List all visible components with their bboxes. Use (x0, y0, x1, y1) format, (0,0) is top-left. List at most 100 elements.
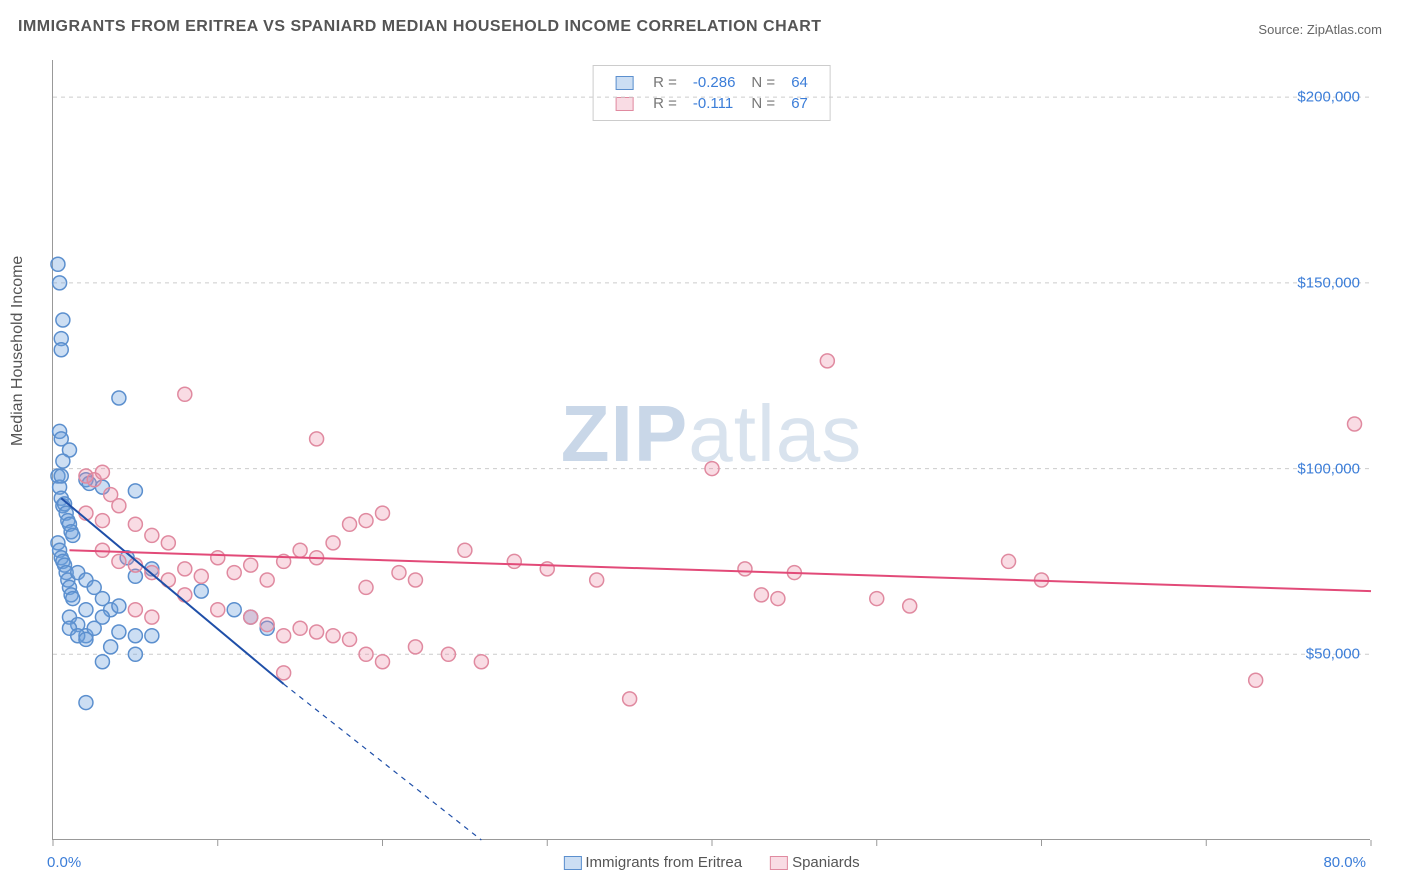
series-name-0: Immigrants from Eritrea (585, 854, 742, 871)
data-point (359, 580, 373, 594)
data-point (112, 599, 126, 613)
data-point (277, 629, 291, 643)
data-point (112, 499, 126, 513)
swatch-series-1 (770, 856, 788, 870)
data-point (293, 621, 307, 635)
data-point (54, 469, 68, 483)
data-point (1002, 554, 1016, 568)
trend-line-extrapolated (284, 684, 482, 840)
data-point (507, 554, 521, 568)
series-name-1: Spaniards (792, 854, 860, 871)
data-point (79, 696, 93, 710)
data-point (310, 432, 324, 446)
data-point (326, 536, 340, 550)
data-point (79, 632, 93, 646)
data-point (95, 610, 109, 624)
data-point (56, 313, 70, 327)
legend-item: Spaniards (770, 854, 860, 871)
chart-title: IMMIGRANTS FROM ERITREA VS SPANIARD MEDI… (18, 18, 822, 36)
data-point (95, 465, 109, 479)
data-point (161, 536, 175, 550)
source-link[interactable]: ZipAtlas.com (1307, 22, 1382, 37)
data-point (277, 666, 291, 680)
data-point (870, 592, 884, 606)
data-point (376, 655, 390, 669)
data-point (820, 354, 834, 368)
data-point (540, 562, 554, 576)
y-axis-title: Median Household Income (9, 256, 27, 446)
legend-item: Immigrants from Eritrea (563, 854, 742, 871)
data-point (95, 514, 109, 528)
data-point (376, 506, 390, 520)
data-point (903, 599, 917, 613)
data-point (128, 517, 142, 531)
data-point (145, 610, 159, 624)
data-point (310, 625, 324, 639)
data-point (104, 640, 118, 654)
data-point (408, 640, 422, 654)
data-point (56, 454, 70, 468)
x-axis-max: 80.0% (1323, 854, 1366, 871)
data-point (112, 554, 126, 568)
data-point (260, 573, 274, 587)
data-point (458, 543, 472, 557)
data-point (1348, 417, 1362, 431)
data-point (95, 655, 109, 669)
data-point (343, 632, 357, 646)
data-point (392, 566, 406, 580)
data-point (79, 603, 93, 617)
data-point (211, 603, 225, 617)
data-point (623, 692, 637, 706)
data-point (244, 610, 258, 624)
y-tick-label: $100,000 (1297, 460, 1360, 477)
data-point (194, 569, 208, 583)
data-point (326, 629, 340, 643)
scatter-points (51, 257, 1362, 709)
data-point (211, 551, 225, 565)
data-point (128, 647, 142, 661)
data-point (293, 543, 307, 557)
data-point (128, 603, 142, 617)
data-point (771, 592, 785, 606)
data-point (53, 276, 67, 290)
data-point (66, 592, 80, 606)
data-point (754, 588, 768, 602)
chart-plot-area: ZIPatlas R = -0.286 N = 64 R = -0.111 N … (52, 60, 1370, 840)
data-point (178, 588, 192, 602)
scatter-svg (53, 60, 1370, 839)
source-attribution: Source: ZipAtlas.com (1258, 22, 1382, 37)
data-point (128, 484, 142, 498)
trend-lines (61, 498, 1371, 840)
data-point (343, 517, 357, 531)
data-point (51, 257, 65, 271)
data-point (145, 629, 159, 643)
data-point (54, 343, 68, 357)
data-point (112, 391, 126, 405)
data-point (590, 573, 604, 587)
y-tick-label: $200,000 (1297, 89, 1360, 106)
source-label: Source: (1258, 22, 1303, 37)
data-point (359, 647, 373, 661)
y-tick-label: $150,000 (1297, 274, 1360, 291)
legend-series: Immigrants from Eritrea Spaniards (563, 854, 859, 871)
data-point (227, 603, 241, 617)
data-point (408, 573, 422, 587)
data-point (474, 655, 488, 669)
data-point (260, 618, 274, 632)
data-point (244, 558, 258, 572)
data-point (66, 528, 80, 542)
data-point (1249, 673, 1263, 687)
data-point (359, 514, 373, 528)
data-point (441, 647, 455, 661)
data-point (145, 528, 159, 542)
data-point (178, 387, 192, 401)
swatch-series-0 (563, 856, 581, 870)
data-point (738, 562, 752, 576)
x-axis-min: 0.0% (47, 854, 81, 871)
data-point (112, 625, 126, 639)
data-point (194, 584, 208, 598)
data-point (128, 629, 142, 643)
x-ticks (53, 840, 1371, 846)
data-point (178, 562, 192, 576)
y-tick-label: $50,000 (1306, 646, 1360, 663)
